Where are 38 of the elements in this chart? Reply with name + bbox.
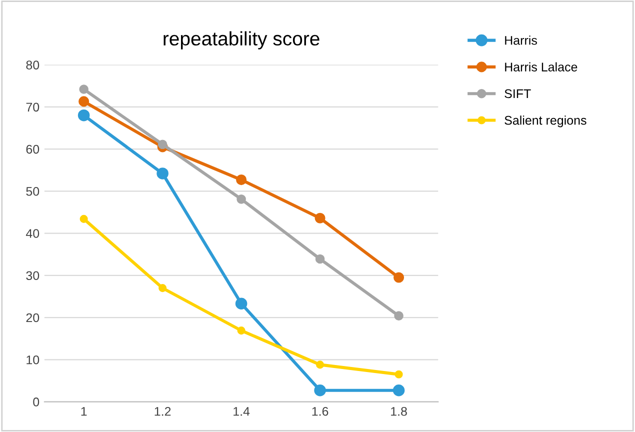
x-tick-label: 1.8 <box>391 406 407 416</box>
point <box>315 254 325 264</box>
y-tick-label: 40 <box>26 229 40 238</box>
x-tick-label: 1.2 <box>154 406 171 416</box>
y-tick-label: 0 <box>33 398 40 406</box>
point <box>394 370 403 378</box>
legend-label: Salient regions <box>504 116 586 128</box>
x-tick-label: 1.4 <box>234 407 250 416</box>
point <box>394 311 404 320</box>
point <box>237 326 246 335</box>
point <box>316 360 324 369</box>
point <box>392 384 405 396</box>
y-tick-label: 80 <box>26 60 40 70</box>
legend-label: Harris Lalace <box>505 62 578 72</box>
y-tick-label: 20 <box>26 313 40 322</box>
point <box>158 140 168 150</box>
y-tick-label: 30 <box>26 271 40 280</box>
point <box>156 168 168 180</box>
legend-label: Harris <box>505 36 537 45</box>
point <box>236 194 246 204</box>
point <box>314 384 326 396</box>
y-tick-label: 60 <box>26 144 40 154</box>
x-tick-label: 1 <box>81 407 87 416</box>
point <box>78 96 90 107</box>
y-tick-label: 70 <box>26 102 40 112</box>
chart-title: repeatability score <box>164 31 320 50</box>
point <box>235 298 248 310</box>
point <box>158 284 167 292</box>
point <box>314 212 326 224</box>
point <box>236 174 247 186</box>
y-tick-label: 50 <box>26 186 40 196</box>
point <box>80 214 88 223</box>
point <box>394 272 404 283</box>
point <box>78 109 90 122</box>
point <box>79 84 88 94</box>
y-tick-label: 10 <box>26 355 40 364</box>
x-tick-label: 1.6 <box>312 406 328 416</box>
legend-label: SIFT <box>504 89 531 98</box>
